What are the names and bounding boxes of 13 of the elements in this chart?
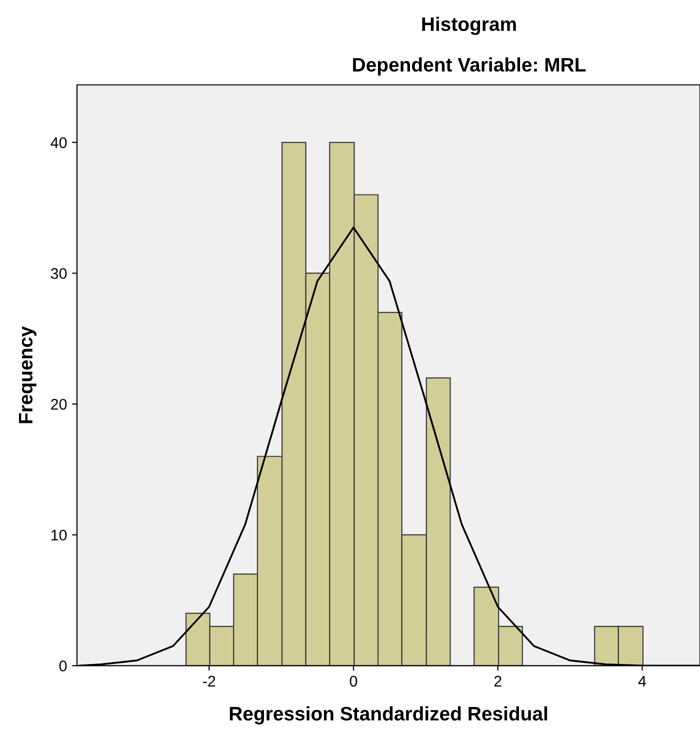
y-tick-label: 20 (51, 398, 67, 410)
chart-title: Histogram (422, 16, 516, 35)
chart-subtitle: Dependent Variable: MRL (353, 57, 586, 76)
y-tick-label: 30 (50, 268, 67, 279)
x-tick-label: 4 (638, 676, 646, 686)
y-tick-label: 40 (50, 137, 67, 148)
x-tick-label: -2 (202, 676, 216, 686)
x-tick-label: 0 (350, 676, 358, 687)
x-tick-label: 2 (494, 676, 502, 686)
y-tick-label: 10 (51, 530, 67, 541)
x-axis-title: Regression Standardized Residual (230, 706, 548, 725)
y-axis-title: Frequency (18, 326, 36, 424)
y-tick-label: 0 (59, 660, 67, 672)
